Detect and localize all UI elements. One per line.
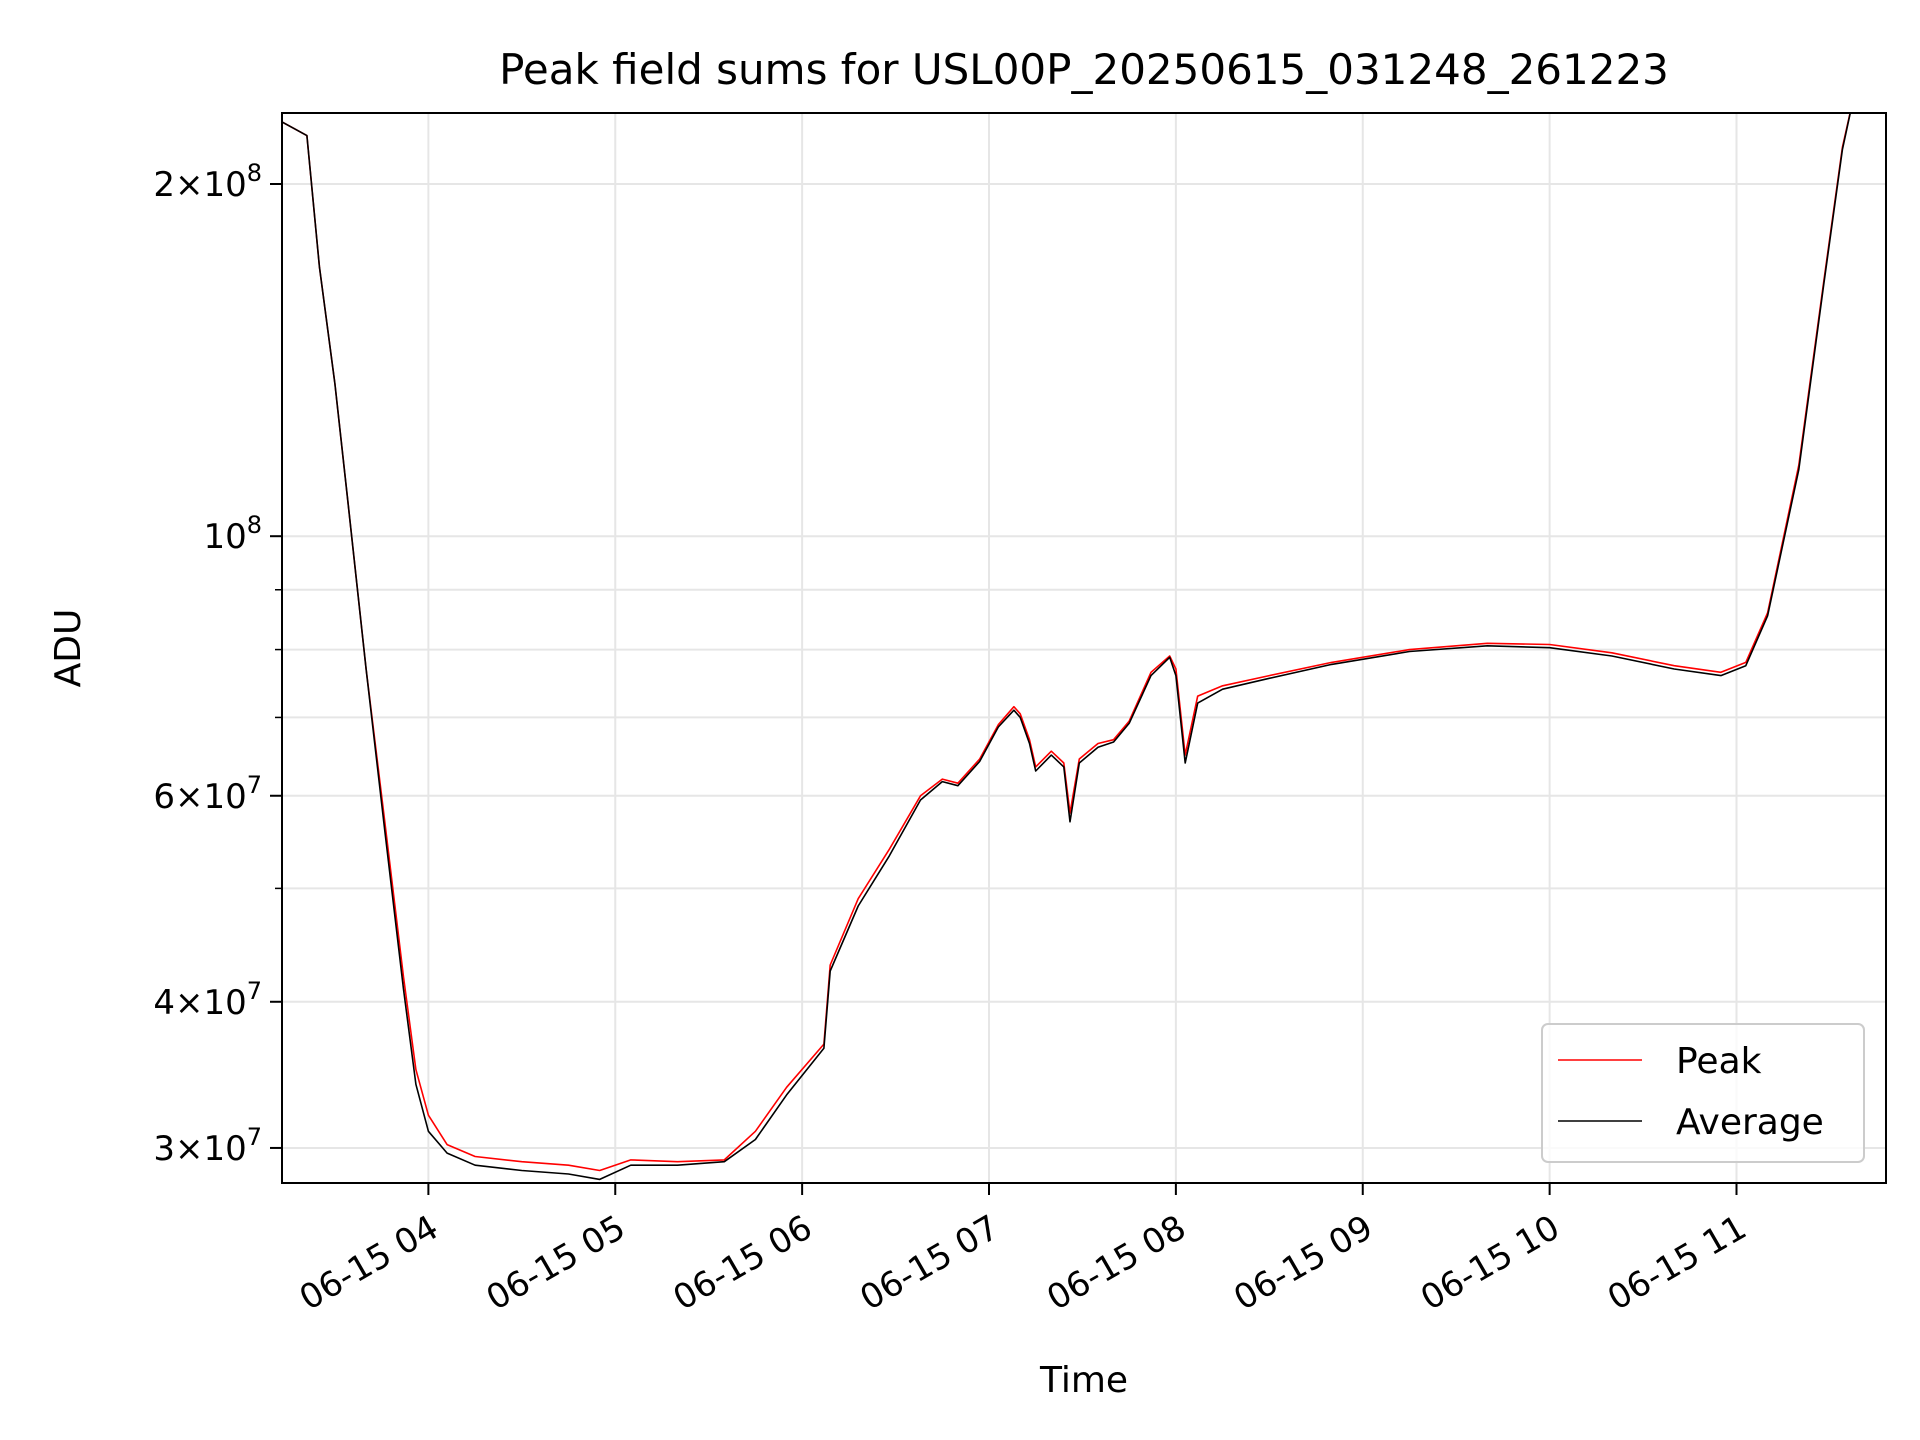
legend-box	[1541, 1023, 1865, 1163]
y-axis-label: ADU	[48, 609, 89, 688]
plot-frame	[281, 112, 1887, 1184]
y-tick-label: 2×108	[153, 159, 262, 205]
y-tick-label: 4×107	[153, 977, 262, 1023]
y-tick-label: 108	[203, 511, 262, 557]
x-axis-label: Time	[1039, 1360, 1128, 1401]
legend-label-average: Average	[1676, 1102, 1824, 1143]
grid	[282, 113, 1886, 1183]
y-tick-label: 6×107	[153, 771, 262, 817]
chart-title: Peak field sums for USL00P_20250615_0312…	[499, 45, 1669, 94]
series-layer	[282, 113, 1852, 1181]
y-axis: 3×107 4×107 6×107 108 2×108	[153, 159, 282, 1169]
series-line-average	[282, 113, 1852, 1181]
legend: Peak Average	[1541, 1023, 1865, 1163]
legend-label-peak: Peak	[1676, 1041, 1762, 1082]
y-tick-label: 3×107	[153, 1123, 262, 1169]
series-line-peak	[282, 113, 1851, 1172]
